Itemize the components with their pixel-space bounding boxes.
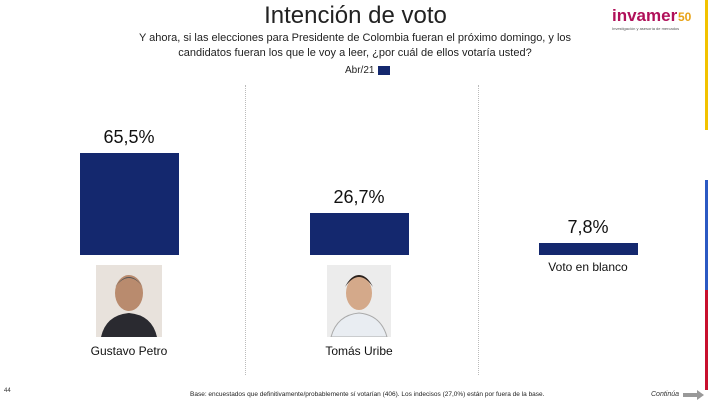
continue-arrow[interactable]: [683, 390, 705, 400]
accent-stripe: [705, 180, 708, 290]
data-label: 7,8%: [567, 216, 609, 237]
continue-label: Continúa: [651, 391, 680, 398]
legend-swatch: [378, 66, 390, 75]
data-label: 65,5%: [103, 127, 155, 148]
logo-brand: invamer: [612, 6, 678, 25]
chart-subtitle: Y ahora, si las elecciones para Presiden…: [138, 32, 572, 59]
x-tick-label: Voto en blanco: [548, 260, 628, 274]
separator: [478, 85, 479, 375]
separator: [245, 85, 246, 375]
bar: [309, 213, 409, 255]
data-label: 26,7%: [333, 187, 385, 208]
candidate-photo: [327, 265, 391, 337]
chart-title: Intención de voto: [264, 2, 447, 29]
accent-stripe: [705, 0, 708, 130]
bar: [79, 153, 179, 255]
accent-stripe: [705, 290, 708, 390]
candidate-photo: [96, 265, 162, 337]
page-number: 44: [4, 388, 11, 394]
x-tick-label: Tomás Uribe: [325, 344, 393, 358]
footnote: Base: encuestados que definitivamente/pr…: [190, 391, 545, 398]
x-tick-label: Gustavo Petro: [90, 344, 168, 358]
bar: [538, 242, 638, 255]
legend-label: Abr/21: [345, 65, 375, 76]
logo-tagline: Investigación y asesoría de mercados: [612, 26, 680, 31]
logo-anniversary: 50: [678, 10, 692, 24]
